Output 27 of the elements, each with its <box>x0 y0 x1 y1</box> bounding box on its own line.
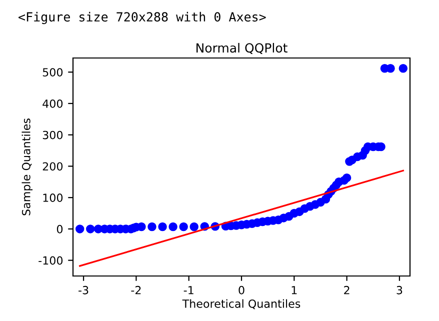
point <box>158 222 167 232</box>
chart-title: Normal QQPlot <box>196 42 288 54</box>
x-tick-label: 0 <box>238 286 244 294</box>
x-tick-label: -3 <box>78 286 88 294</box>
y-tick-label: 500 <box>42 68 63 76</box>
x-tick-label: 1 <box>292 286 297 294</box>
y-tick-label: 200 <box>42 162 63 171</box>
text: <Figure size 720x288 with 0 Axes> <box>18 12 266 24</box>
x-tick-label: 2 <box>344 286 350 294</box>
y-tick-label: 0 <box>56 224 63 234</box>
point <box>190 222 198 232</box>
x-tick-label: -2 <box>131 286 141 294</box>
point <box>86 224 95 234</box>
x-tick-label: 3 <box>396 286 402 294</box>
point <box>148 222 156 232</box>
point <box>75 224 84 234</box>
y-tick-label: -100 <box>38 256 63 265</box>
y-axis-title: Sample Quantiles <box>22 118 33 216</box>
point <box>398 64 408 73</box>
x-tick-label: -1 <box>184 286 194 294</box>
y-tick-label: 400 <box>42 99 63 108</box>
point <box>179 222 188 232</box>
point <box>168 222 178 232</box>
point <box>342 173 352 182</box>
y-tick-label: 100 <box>43 194 63 202</box>
y-tick-label: 300 <box>42 130 63 140</box>
x-axis-title: Theoretical Quantiles <box>182 299 300 310</box>
